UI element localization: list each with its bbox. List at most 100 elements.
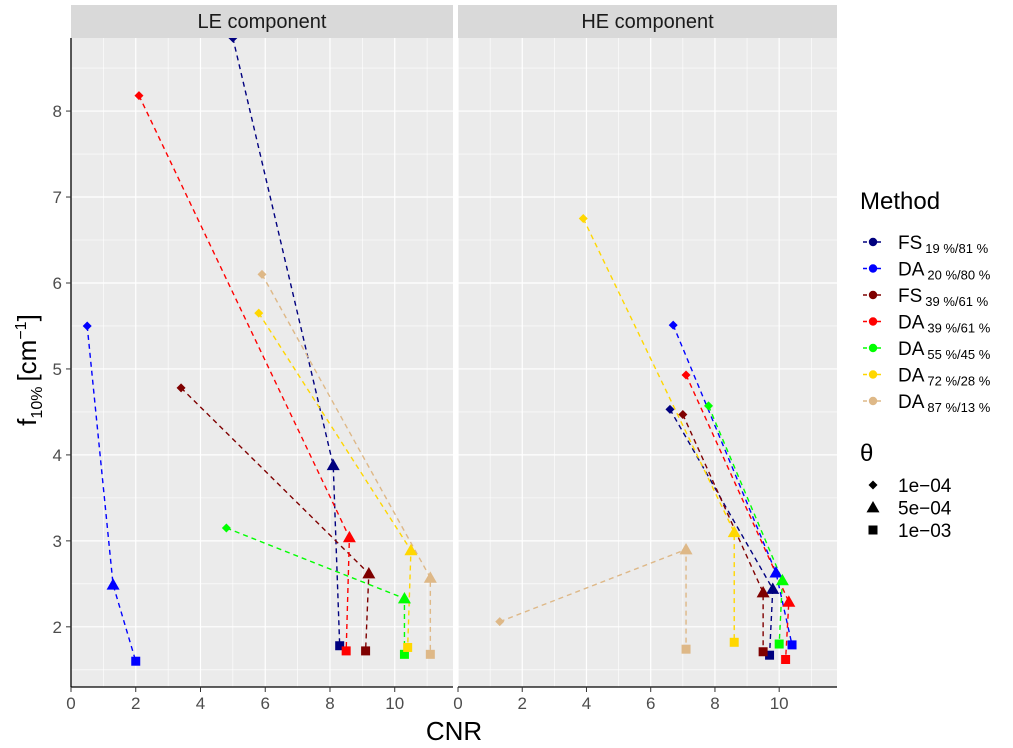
legend-method-label: FS 19 %/81 % bbox=[898, 233, 989, 256]
legend-theta-item: 1e−03 bbox=[868, 521, 951, 542]
y-tick-label: 2 bbox=[53, 618, 62, 637]
legend-method-name: DA bbox=[898, 313, 925, 334]
data-point bbox=[106, 578, 120, 590]
data-point bbox=[681, 370, 691, 380]
x-tick-label: 10 bbox=[385, 694, 404, 713]
legend-method-label: DA 20 %/80 % bbox=[898, 260, 991, 283]
x-tick-label: 8 bbox=[710, 694, 719, 713]
x-tick-label: 0 bbox=[453, 694, 462, 713]
data-point bbox=[362, 567, 376, 579]
x-tick-label: 6 bbox=[261, 694, 270, 713]
x-tick-label: 8 bbox=[325, 694, 334, 713]
panel-background bbox=[458, 38, 837, 687]
legend-method-sub: 55 %/45 % bbox=[927, 347, 990, 362]
series-line bbox=[261, 274, 432, 655]
x-tick-label: 4 bbox=[196, 694, 205, 713]
legend-method-item: FS 19 %/81 % bbox=[863, 233, 989, 256]
legend-method-name: FS bbox=[898, 233, 922, 254]
legend-theta-title: θ bbox=[860, 440, 873, 467]
series-line bbox=[685, 374, 790, 660]
series-line bbox=[672, 324, 793, 646]
legend-key-marker bbox=[868, 343, 878, 353]
data-point bbox=[681, 644, 691, 654]
panel-strip bbox=[71, 5, 453, 38]
panel-data bbox=[495, 214, 797, 664]
panel-title: HE component bbox=[581, 11, 714, 33]
data-point bbox=[787, 640, 797, 650]
data-point bbox=[342, 530, 356, 543]
axes-text: CNR f10% [cm−1] bbox=[12, 314, 482, 746]
legend-method-sub: 19 %/81 % bbox=[925, 241, 988, 256]
data-point bbox=[326, 458, 340, 471]
x-tick-label: 0 bbox=[66, 694, 75, 713]
data-point bbox=[679, 542, 693, 555]
data-point bbox=[399, 649, 409, 659]
data-point bbox=[404, 543, 418, 556]
legend-method-sub: 87 %/13 % bbox=[927, 400, 990, 415]
legend-key-marker bbox=[868, 317, 878, 326]
legend-method-name: DA bbox=[898, 339, 925, 360]
data-point bbox=[425, 649, 435, 659]
data-point bbox=[756, 585, 770, 598]
legend-method-sub: 39 %/61 % bbox=[925, 294, 988, 309]
data-point bbox=[774, 639, 784, 649]
legend-method-sub: 39 %/61 % bbox=[927, 321, 990, 336]
legend-method-sub: 20 %/80 % bbox=[927, 268, 990, 283]
y-tick-label: 4 bbox=[53, 446, 62, 465]
panel-background bbox=[71, 38, 453, 687]
panel-le: LE component 0 2 4 6 8 10 2 3 4 5 6 7 8 bbox=[53, 5, 453, 713]
x-tick-label: 2 bbox=[518, 694, 527, 713]
data-point bbox=[257, 269, 267, 279]
panel-strip bbox=[458, 5, 837, 38]
y-tick-label: 5 bbox=[53, 360, 62, 379]
legend-method-sub: 72 %/28 % bbox=[927, 374, 990, 389]
legend-method-name: DA bbox=[898, 260, 925, 281]
legend-method-item: DA 55 %/45 % bbox=[863, 339, 991, 362]
legend-method-name: FS bbox=[898, 286, 922, 307]
legend-method-label: DA 72 %/28 % bbox=[898, 366, 991, 389]
series-line bbox=[232, 38, 341, 646]
legend-theta-label: 1e−04 bbox=[898, 476, 952, 497]
legend-method-item: FS 39 %/61 % bbox=[863, 286, 989, 309]
legend-theta-marker bbox=[868, 480, 878, 490]
data-point bbox=[341, 646, 351, 656]
legend-theta-marker bbox=[868, 525, 878, 535]
legend-key-marker bbox=[868, 290, 878, 300]
legend-key-marker bbox=[868, 370, 878, 379]
y-tick-label: 8 bbox=[53, 102, 62, 121]
panel-data bbox=[82, 38, 437, 666]
legend-method-title: Method bbox=[860, 188, 940, 215]
legend-method-item: DA 20 %/80 % bbox=[863, 260, 991, 283]
y-axis-title-sup: −1 bbox=[13, 321, 30, 339]
legend-method-label: DA 55 %/45 % bbox=[898, 339, 991, 362]
data-point bbox=[423, 571, 437, 583]
y-axis-title-close: ] bbox=[12, 314, 42, 321]
x-tick-label: 4 bbox=[582, 694, 591, 713]
data-point bbox=[769, 566, 783, 578]
data-point bbox=[678, 410, 688, 420]
y-axis-title-unit: [cm bbox=[12, 340, 42, 382]
legend-key-marker bbox=[868, 264, 878, 273]
chart-panels: LE component 0 2 4 6 8 10 2 3 4 5 6 7 8 HE component 0 2… bbox=[53, 5, 837, 713]
x-axis-title: CNR bbox=[426, 716, 482, 746]
data-point bbox=[131, 656, 141, 666]
legend-key-marker bbox=[868, 396, 878, 406]
legend-method-label: FS 39 %/61 % bbox=[898, 286, 989, 309]
legend-theta-marker bbox=[866, 501, 880, 513]
data-point bbox=[729, 637, 739, 647]
legend-theta-item: 5e−04 bbox=[866, 499, 952, 520]
data-point bbox=[134, 91, 144, 101]
legend-method-item: DA 87 %/13 % bbox=[863, 392, 991, 415]
data-point bbox=[704, 401, 714, 411]
legend-theta-label: 1e−03 bbox=[898, 521, 951, 542]
panel-title: LE component bbox=[198, 11, 327, 33]
data-point bbox=[228, 38, 238, 43]
y-axis-title-sub: 10% bbox=[29, 387, 46, 419]
data-point bbox=[766, 582, 780, 594]
legend-theta-label: 5e−04 bbox=[898, 499, 952, 520]
data-point bbox=[781, 654, 791, 664]
data-point bbox=[361, 646, 371, 656]
y-tick-label: 7 bbox=[53, 188, 62, 207]
